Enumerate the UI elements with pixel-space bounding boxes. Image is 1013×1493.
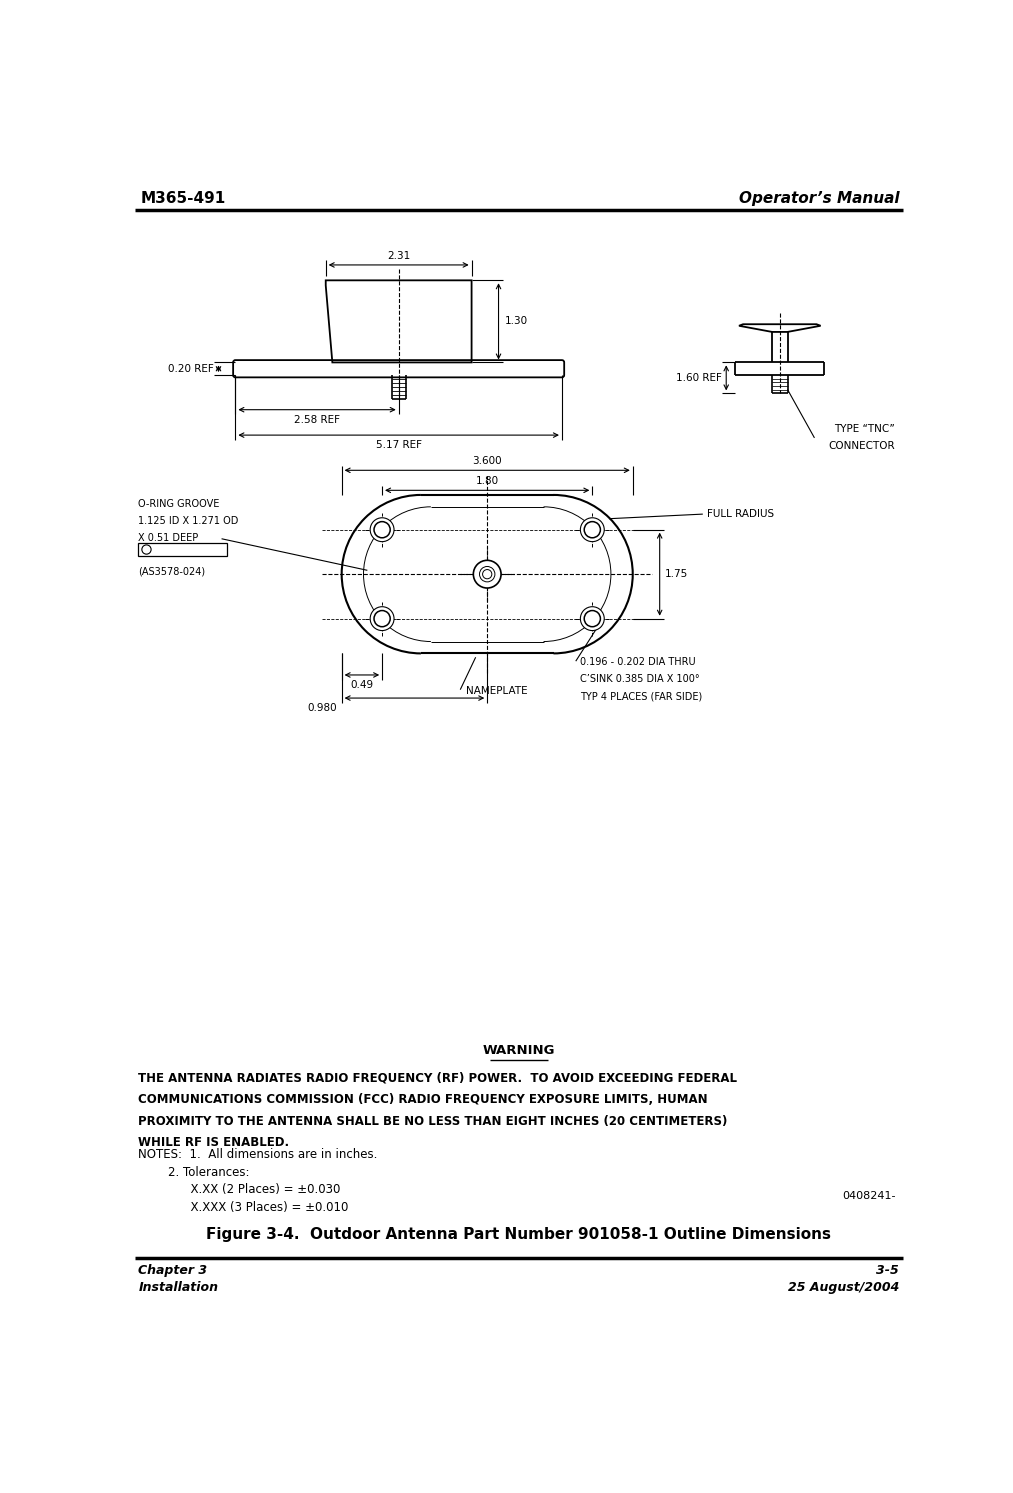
Text: (AS3578-024): (AS3578-024) [139, 566, 206, 576]
Circle shape [473, 560, 501, 588]
Text: Installation: Installation [139, 1281, 219, 1294]
Text: 1.125 ID X 1.271 OD: 1.125 ID X 1.271 OD [139, 515, 239, 526]
Circle shape [479, 566, 495, 582]
Text: NAMEPLATE: NAMEPLATE [466, 687, 528, 696]
Text: C’SINK 0.385 DIA X 100°: C’SINK 0.385 DIA X 100° [579, 675, 699, 684]
Text: Figure 3-4.  Outdoor Antenna Part Number 901058-1 Outline Dimensions: Figure 3-4. Outdoor Antenna Part Number … [207, 1227, 832, 1242]
Text: WHILE RF IS ENABLED.: WHILE RF IS ENABLED. [139, 1136, 290, 1150]
Text: WARNING: WARNING [482, 1044, 555, 1057]
Text: 0.196 - 0.202 DIA THRU: 0.196 - 0.202 DIA THRU [579, 657, 695, 667]
Text: 1.60 REF: 1.60 REF [676, 373, 721, 382]
Text: PROXIMITY TO THE ANTENNA SHALL BE NO LESS THAN EIGHT INCHES (20 CENTIMETERS): PROXIMITY TO THE ANTENNA SHALL BE NO LES… [139, 1115, 727, 1127]
Text: 25 August/2004: 25 August/2004 [788, 1281, 900, 1294]
Text: TYPE “TNC”: TYPE “TNC” [835, 424, 895, 434]
FancyBboxPatch shape [233, 360, 564, 378]
Circle shape [370, 518, 394, 542]
Text: 0.49: 0.49 [350, 681, 374, 690]
Text: COMMUNICATIONS COMMISSION (FCC) RADIO FREQUENCY EXPOSURE LIMITS, HUMAN: COMMUNICATIONS COMMISSION (FCC) RADIO FR… [139, 1093, 708, 1106]
Text: 3-5: 3-5 [876, 1263, 900, 1277]
Text: 0.20 REF: 0.20 REF [168, 364, 214, 373]
Circle shape [142, 545, 151, 554]
Text: 1.30: 1.30 [504, 317, 528, 327]
Circle shape [580, 606, 604, 630]
Circle shape [374, 611, 390, 627]
Text: 3.600: 3.600 [472, 455, 502, 466]
Text: 5.17 REF: 5.17 REF [376, 440, 421, 451]
Bar [139, 542, 227, 557]
Text: O-RING GROOVE: O-RING GROOVE [139, 499, 220, 509]
Text: 2.31: 2.31 [387, 251, 410, 261]
Text: CONNECTOR: CONNECTOR [829, 440, 895, 451]
Text: NOTES:  1.  All dimensions are in inches.: NOTES: 1. All dimensions are in inches. [139, 1148, 378, 1162]
Text: FULL RADIUS: FULL RADIUS [707, 509, 774, 520]
Text: X.XX (2 Places) = ±0.030: X.XX (2 Places) = ±0.030 [139, 1184, 340, 1196]
Circle shape [370, 606, 394, 630]
Text: TYP 4 PLACES (FAR SIDE): TYP 4 PLACES (FAR SIDE) [579, 691, 702, 702]
Text: M365-491: M365-491 [141, 191, 226, 206]
Text: X 0.51 DEEP: X 0.51 DEEP [139, 533, 199, 542]
Text: Operator’s Manual: Operator’s Manual [738, 191, 900, 206]
Text: X.XXX (3 Places) = ±0.010: X.XXX (3 Places) = ±0.010 [139, 1200, 348, 1214]
Text: 0.028 DIA: 0.028 DIA [158, 545, 205, 554]
Text: 0408241-: 0408241- [842, 1191, 895, 1202]
Circle shape [374, 521, 390, 537]
Text: 1.75: 1.75 [666, 569, 688, 579]
Text: 2. Tolerances:: 2. Tolerances: [139, 1166, 250, 1178]
Circle shape [585, 611, 601, 627]
Circle shape [482, 569, 492, 579]
Text: Chapter 3: Chapter 3 [139, 1263, 208, 1277]
Text: 0.980: 0.980 [307, 703, 337, 712]
Circle shape [585, 521, 601, 537]
Text: 2.58 REF: 2.58 REF [294, 415, 340, 426]
Text: 1.80: 1.80 [476, 476, 498, 487]
Circle shape [580, 518, 604, 542]
Text: THE ANTENNA RADIATES RADIO FREQUENCY (RF) POWER.  TO AVOID EXCEEDING FEDERAL: THE ANTENNA RADIATES RADIO FREQUENCY (RF… [139, 1072, 737, 1084]
